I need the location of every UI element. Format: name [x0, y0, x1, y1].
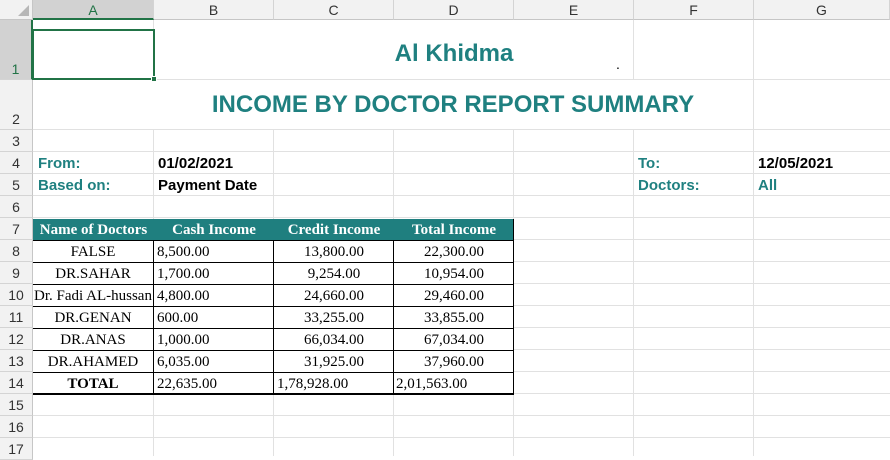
from-label[interactable]: From:: [38, 155, 81, 172]
select-all-triangle: [18, 5, 29, 16]
table-cell-total[interactable]: 67,034.00: [424, 332, 484, 348]
row-header-12[interactable]: 12: [0, 328, 33, 350]
table-cell-doctor[interactable]: DR.ANAS: [60, 332, 126, 348]
table-cell-credit[interactable]: 9,254.00: [307, 266, 361, 282]
row-header-17[interactable]: 17: [0, 438, 33, 460]
row-header-13[interactable]: 13: [0, 350, 33, 372]
row-header-15[interactable]: 15: [0, 394, 33, 416]
table-cell-doctor[interactable]: Dr. Fadi AL-hussan: [34, 288, 152, 304]
select-all-corner[interactable]: [0, 0, 33, 20]
header-credit-income[interactable]: Credit Income: [287, 222, 381, 238]
table-cell-cash[interactable]: 1,700.00: [157, 266, 210, 282]
row-header-3[interactable]: 3: [0, 130, 33, 152]
column-header-e[interactable]: E: [514, 0, 634, 20]
table-cell-cash[interactable]: 600.00: [157, 310, 199, 326]
column-header-c[interactable]: C: [274, 0, 394, 20]
column-header-g[interactable]: G: [754, 0, 890, 20]
table-border: [393, 240, 394, 395]
total-cash[interactable]: 22,635.00: [157, 376, 217, 392]
gridline-h: [33, 217, 890, 218]
table-cell-doctor[interactable]: DR.GENAN: [54, 310, 132, 326]
gridline-h: [33, 415, 890, 416]
from-value[interactable]: 01/02/2021: [158, 155, 234, 172]
table-cell-total[interactable]: 33,855.00: [424, 310, 484, 326]
row-header-8[interactable]: 8: [0, 240, 33, 262]
table-cell-credit[interactable]: 24,660.00: [304, 288, 364, 304]
table-cell-cash[interactable]: 1,000.00: [157, 332, 210, 348]
column-header-b[interactable]: B: [154, 0, 274, 20]
header-name-of-doctors[interactable]: Name of Doctors: [39, 222, 148, 238]
gridline-v: [753, 20, 754, 456]
table-cell-total[interactable]: 10,954.00: [424, 266, 484, 282]
table-cell-credit[interactable]: 13,800.00: [304, 244, 364, 260]
row-header-5[interactable]: 5: [0, 174, 33, 196]
row-header-11[interactable]: 11: [0, 306, 33, 328]
gridline-h: [33, 437, 890, 438]
fill-handle[interactable]: [151, 76, 157, 82]
column-header-d[interactable]: D: [394, 0, 514, 20]
table-cell-credit[interactable]: 31,925.00: [304, 354, 364, 370]
total-label[interactable]: TOTAL: [67, 376, 119, 392]
total-total[interactable]: 2,01,563.00: [396, 376, 468, 392]
row-header-14[interactable]: 14: [0, 372, 33, 394]
table-cell-doctor-clipped: Dr. Fadi AL-hussan: [33, 288, 153, 305]
based-on-value[interactable]: Payment Date: [158, 177, 258, 194]
total-credit[interactable]: 1,78,928.00: [277, 376, 349, 392]
table-cell-cash[interactable]: 8,500.00: [157, 244, 210, 260]
to-label[interactable]: To:: [638, 155, 661, 172]
gridline-h: [33, 129, 890, 130]
table-border: [273, 240, 274, 395]
gridline-h: [33, 195, 890, 196]
row-header-2[interactable]: 2: [0, 80, 33, 130]
row-header-7[interactable]: 7: [0, 218, 33, 240]
merged-title-area: [154, 20, 633, 79]
based-on-label[interactable]: Based on:: [38, 177, 111, 194]
row-header-16[interactable]: 16: [0, 416, 33, 438]
table-cell-doctor[interactable]: FALSE: [70, 244, 116, 260]
to-value[interactable]: 12/05/2021: [758, 155, 834, 172]
header-cash-income[interactable]: Cash Income: [172, 222, 256, 238]
table-border: [513, 219, 514, 395]
row-header-6[interactable]: 6: [0, 196, 33, 218]
column-header-a[interactable]: A: [33, 0, 154, 20]
gridline-h: [33, 173, 890, 174]
doctors-value[interactable]: All: [758, 177, 778, 194]
table-cell-total[interactable]: 22,300.00: [424, 244, 484, 260]
table-border: [153, 240, 154, 395]
gridline-v: [633, 20, 634, 456]
table-cell-total[interactable]: 37,960.00: [424, 354, 484, 370]
row-header-1[interactable]: 1: [0, 20, 33, 80]
table-cell-credit[interactable]: 66,034.00: [304, 332, 364, 348]
table-cell-doctor[interactable]: DR.SAHAR: [55, 266, 131, 282]
company-name[interactable]: Al Khidma: [394, 40, 514, 67]
table-cell-credit[interactable]: 33,255.00: [304, 310, 364, 326]
table-cell-cash[interactable]: 6,035.00: [157, 354, 210, 370]
stray-dot[interactable]: .: [616, 56, 620, 72]
header-total-income[interactable]: Total Income: [411, 222, 497, 238]
row-header-4[interactable]: 4: [0, 152, 33, 174]
table-cell-total[interactable]: 29,460.00: [424, 288, 484, 304]
selected-cell-a1[interactable]: [32, 29, 155, 80]
report-title[interactable]: INCOME BY DOCTOR REPORT SUMMARY: [211, 91, 695, 118]
gridline-h: [33, 151, 890, 152]
table-cell-doctor[interactable]: DR.AHAMED: [47, 354, 139, 370]
gridline-h: [33, 79, 890, 80]
row-header-9[interactable]: 9: [0, 262, 33, 284]
table-header-row: [33, 219, 514, 240]
table-cell-cash[interactable]: 4,800.00: [157, 288, 210, 304]
doctors-label[interactable]: Doctors:: [638, 177, 700, 194]
row-header-10[interactable]: 10: [0, 284, 33, 306]
column-header-f[interactable]: F: [634, 0, 754, 20]
merged-report-title-area: [34, 80, 753, 129]
